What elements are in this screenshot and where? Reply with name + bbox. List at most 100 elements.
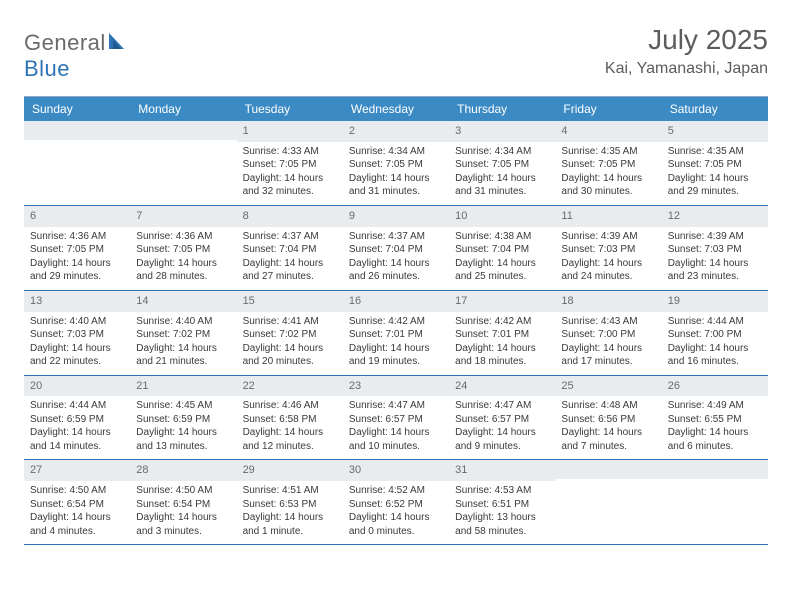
empty-cell (130, 121, 236, 206)
sunrise-line: Sunrise: 4:41 AM (243, 315, 337, 329)
day-number: 13 (24, 291, 130, 312)
daylight-line: Daylight: 14 hours and 29 minutes. (668, 172, 762, 199)
day-cell: 2Sunrise: 4:34 AMSunset: 7:05 PMDaylight… (343, 121, 449, 206)
daylight-line: Daylight: 14 hours and 1 minute. (243, 511, 337, 538)
logo-text: GeneralBlue (24, 30, 130, 82)
sunset-line: Sunset: 7:05 PM (561, 158, 655, 172)
sunrise-line: Sunrise: 4:35 AM (561, 145, 655, 159)
day-details: Sunrise: 4:35 AMSunset: 7:05 PMDaylight:… (555, 142, 661, 205)
day-details: Sunrise: 4:40 AMSunset: 7:02 PMDaylight:… (130, 312, 236, 375)
month-title: July 2025 (605, 24, 768, 56)
sunrise-line: Sunrise: 4:53 AM (455, 484, 549, 498)
day-number: 27 (24, 460, 130, 481)
sunset-line: Sunset: 7:02 PM (243, 328, 337, 342)
day-cell: 5Sunrise: 4:35 AMSunset: 7:05 PMDaylight… (662, 121, 768, 206)
day-details: Sunrise: 4:36 AMSunset: 7:05 PMDaylight:… (130, 227, 236, 290)
daylight-line: Daylight: 14 hours and 25 minutes. (455, 257, 549, 284)
day-cell: 31Sunrise: 4:53 AMSunset: 6:51 PMDayligh… (449, 460, 555, 545)
weekday-header: Sunday (24, 97, 130, 121)
day-cell: 25Sunrise: 4:48 AMSunset: 6:56 PMDayligh… (555, 376, 661, 461)
day-details: Sunrise: 4:37 AMSunset: 7:04 PMDaylight:… (237, 227, 343, 290)
sunrise-line: Sunrise: 4:45 AM (136, 399, 230, 413)
day-cell: 3Sunrise: 4:34 AMSunset: 7:05 PMDaylight… (449, 121, 555, 206)
day-number: 1 (237, 121, 343, 142)
sunset-line: Sunset: 7:05 PM (349, 158, 443, 172)
daylight-line: Daylight: 14 hours and 26 minutes. (349, 257, 443, 284)
day-details: Sunrise: 4:39 AMSunset: 7:03 PMDaylight:… (555, 227, 661, 290)
sunset-line: Sunset: 7:05 PM (136, 243, 230, 257)
day-details: Sunrise: 4:37 AMSunset: 7:04 PMDaylight:… (343, 227, 449, 290)
sunset-line: Sunset: 6:54 PM (30, 498, 124, 512)
daylight-line: Daylight: 14 hours and 31 minutes. (349, 172, 443, 199)
sunset-line: Sunset: 7:01 PM (349, 328, 443, 342)
day-cell: 23Sunrise: 4:47 AMSunset: 6:57 PMDayligh… (343, 376, 449, 461)
day-number: 16 (343, 291, 449, 312)
daylight-line: Daylight: 14 hours and 12 minutes. (243, 426, 337, 453)
sunset-line: Sunset: 7:00 PM (668, 328, 762, 342)
daylight-line: Daylight: 14 hours and 17 minutes. (561, 342, 655, 369)
day-cell: 9Sunrise: 4:37 AMSunset: 7:04 PMDaylight… (343, 206, 449, 291)
day-details: Sunrise: 4:40 AMSunset: 7:03 PMDaylight:… (24, 312, 130, 375)
day-cell: 17Sunrise: 4:42 AMSunset: 7:01 PMDayligh… (449, 291, 555, 376)
day-details: Sunrise: 4:42 AMSunset: 7:01 PMDaylight:… (343, 312, 449, 375)
sunset-line: Sunset: 7:01 PM (455, 328, 549, 342)
daylight-line: Daylight: 14 hours and 28 minutes. (136, 257, 230, 284)
sunrise-line: Sunrise: 4:48 AM (561, 399, 655, 413)
daylight-line: Daylight: 14 hours and 23 minutes. (668, 257, 762, 284)
weekday-header: Wednesday (343, 97, 449, 121)
day-cell: 10Sunrise: 4:38 AMSunset: 7:04 PMDayligh… (449, 206, 555, 291)
day-cell: 28Sunrise: 4:50 AMSunset: 6:54 PMDayligh… (130, 460, 236, 545)
day-cell: 13Sunrise: 4:40 AMSunset: 7:03 PMDayligh… (24, 291, 130, 376)
day-details: Sunrise: 4:44 AMSunset: 7:00 PMDaylight:… (662, 312, 768, 375)
day-cell: 19Sunrise: 4:44 AMSunset: 7:00 PMDayligh… (662, 291, 768, 376)
day-cell: 12Sunrise: 4:39 AMSunset: 7:03 PMDayligh… (662, 206, 768, 291)
day-cell: 1Sunrise: 4:33 AMSunset: 7:05 PMDaylight… (237, 121, 343, 206)
sunset-line: Sunset: 7:02 PM (136, 328, 230, 342)
day-number: 4 (555, 121, 661, 142)
sunrise-line: Sunrise: 4:43 AM (561, 315, 655, 329)
weekday-header: Saturday (662, 97, 768, 121)
day-details: Sunrise: 4:50 AMSunset: 6:54 PMDaylight:… (24, 481, 130, 544)
daylight-line: Daylight: 14 hours and 0 minutes. (349, 511, 443, 538)
sunrise-line: Sunrise: 4:49 AM (668, 399, 762, 413)
day-number: 28 (130, 460, 236, 481)
weekday-header: Monday (130, 97, 236, 121)
day-number: 11 (555, 206, 661, 227)
sunset-line: Sunset: 7:05 PM (668, 158, 762, 172)
day-number: 5 (662, 121, 768, 142)
day-cell: 11Sunrise: 4:39 AMSunset: 7:03 PMDayligh… (555, 206, 661, 291)
day-details: Sunrise: 4:34 AMSunset: 7:05 PMDaylight:… (449, 142, 555, 205)
day-number: 26 (662, 376, 768, 397)
daylight-line: Daylight: 14 hours and 4 minutes. (30, 511, 124, 538)
sunrise-line: Sunrise: 4:38 AM (455, 230, 549, 244)
day-details: Sunrise: 4:47 AMSunset: 6:57 PMDaylight:… (449, 396, 555, 459)
day-cell: 24Sunrise: 4:47 AMSunset: 6:57 PMDayligh… (449, 376, 555, 461)
sunset-line: Sunset: 6:59 PM (136, 413, 230, 427)
sunset-line: Sunset: 6:59 PM (30, 413, 124, 427)
sunrise-line: Sunrise: 4:40 AM (30, 315, 124, 329)
sunset-line: Sunset: 6:51 PM (455, 498, 549, 512)
day-cell: 6Sunrise: 4:36 AMSunset: 7:05 PMDaylight… (24, 206, 130, 291)
day-number: 17 (449, 291, 555, 312)
sunrise-line: Sunrise: 4:44 AM (668, 315, 762, 329)
sunrise-line: Sunrise: 4:40 AM (136, 315, 230, 329)
daylight-line: Daylight: 14 hours and 24 minutes. (561, 257, 655, 284)
sunrise-line: Sunrise: 4:46 AM (243, 399, 337, 413)
day-number: 18 (555, 291, 661, 312)
weekday-header: Friday (555, 97, 661, 121)
sunrise-line: Sunrise: 4:42 AM (455, 315, 549, 329)
daylight-line: Daylight: 14 hours and 10 minutes. (349, 426, 443, 453)
day-number: 24 (449, 376, 555, 397)
daylight-line: Daylight: 14 hours and 21 minutes. (136, 342, 230, 369)
sunrise-line: Sunrise: 4:50 AM (136, 484, 230, 498)
day-number: 9 (343, 206, 449, 227)
day-cell: 16Sunrise: 4:42 AMSunset: 7:01 PMDayligh… (343, 291, 449, 376)
sunset-line: Sunset: 7:03 PM (30, 328, 124, 342)
day-details: Sunrise: 4:45 AMSunset: 6:59 PMDaylight:… (130, 396, 236, 459)
daylight-line: Daylight: 14 hours and 32 minutes. (243, 172, 337, 199)
day-number: 30 (343, 460, 449, 481)
sunrise-line: Sunrise: 4:36 AM (30, 230, 124, 244)
day-details: Sunrise: 4:43 AMSunset: 7:00 PMDaylight:… (555, 312, 661, 375)
sunrise-line: Sunrise: 4:42 AM (349, 315, 443, 329)
day-details: Sunrise: 4:51 AMSunset: 6:53 PMDaylight:… (237, 481, 343, 544)
